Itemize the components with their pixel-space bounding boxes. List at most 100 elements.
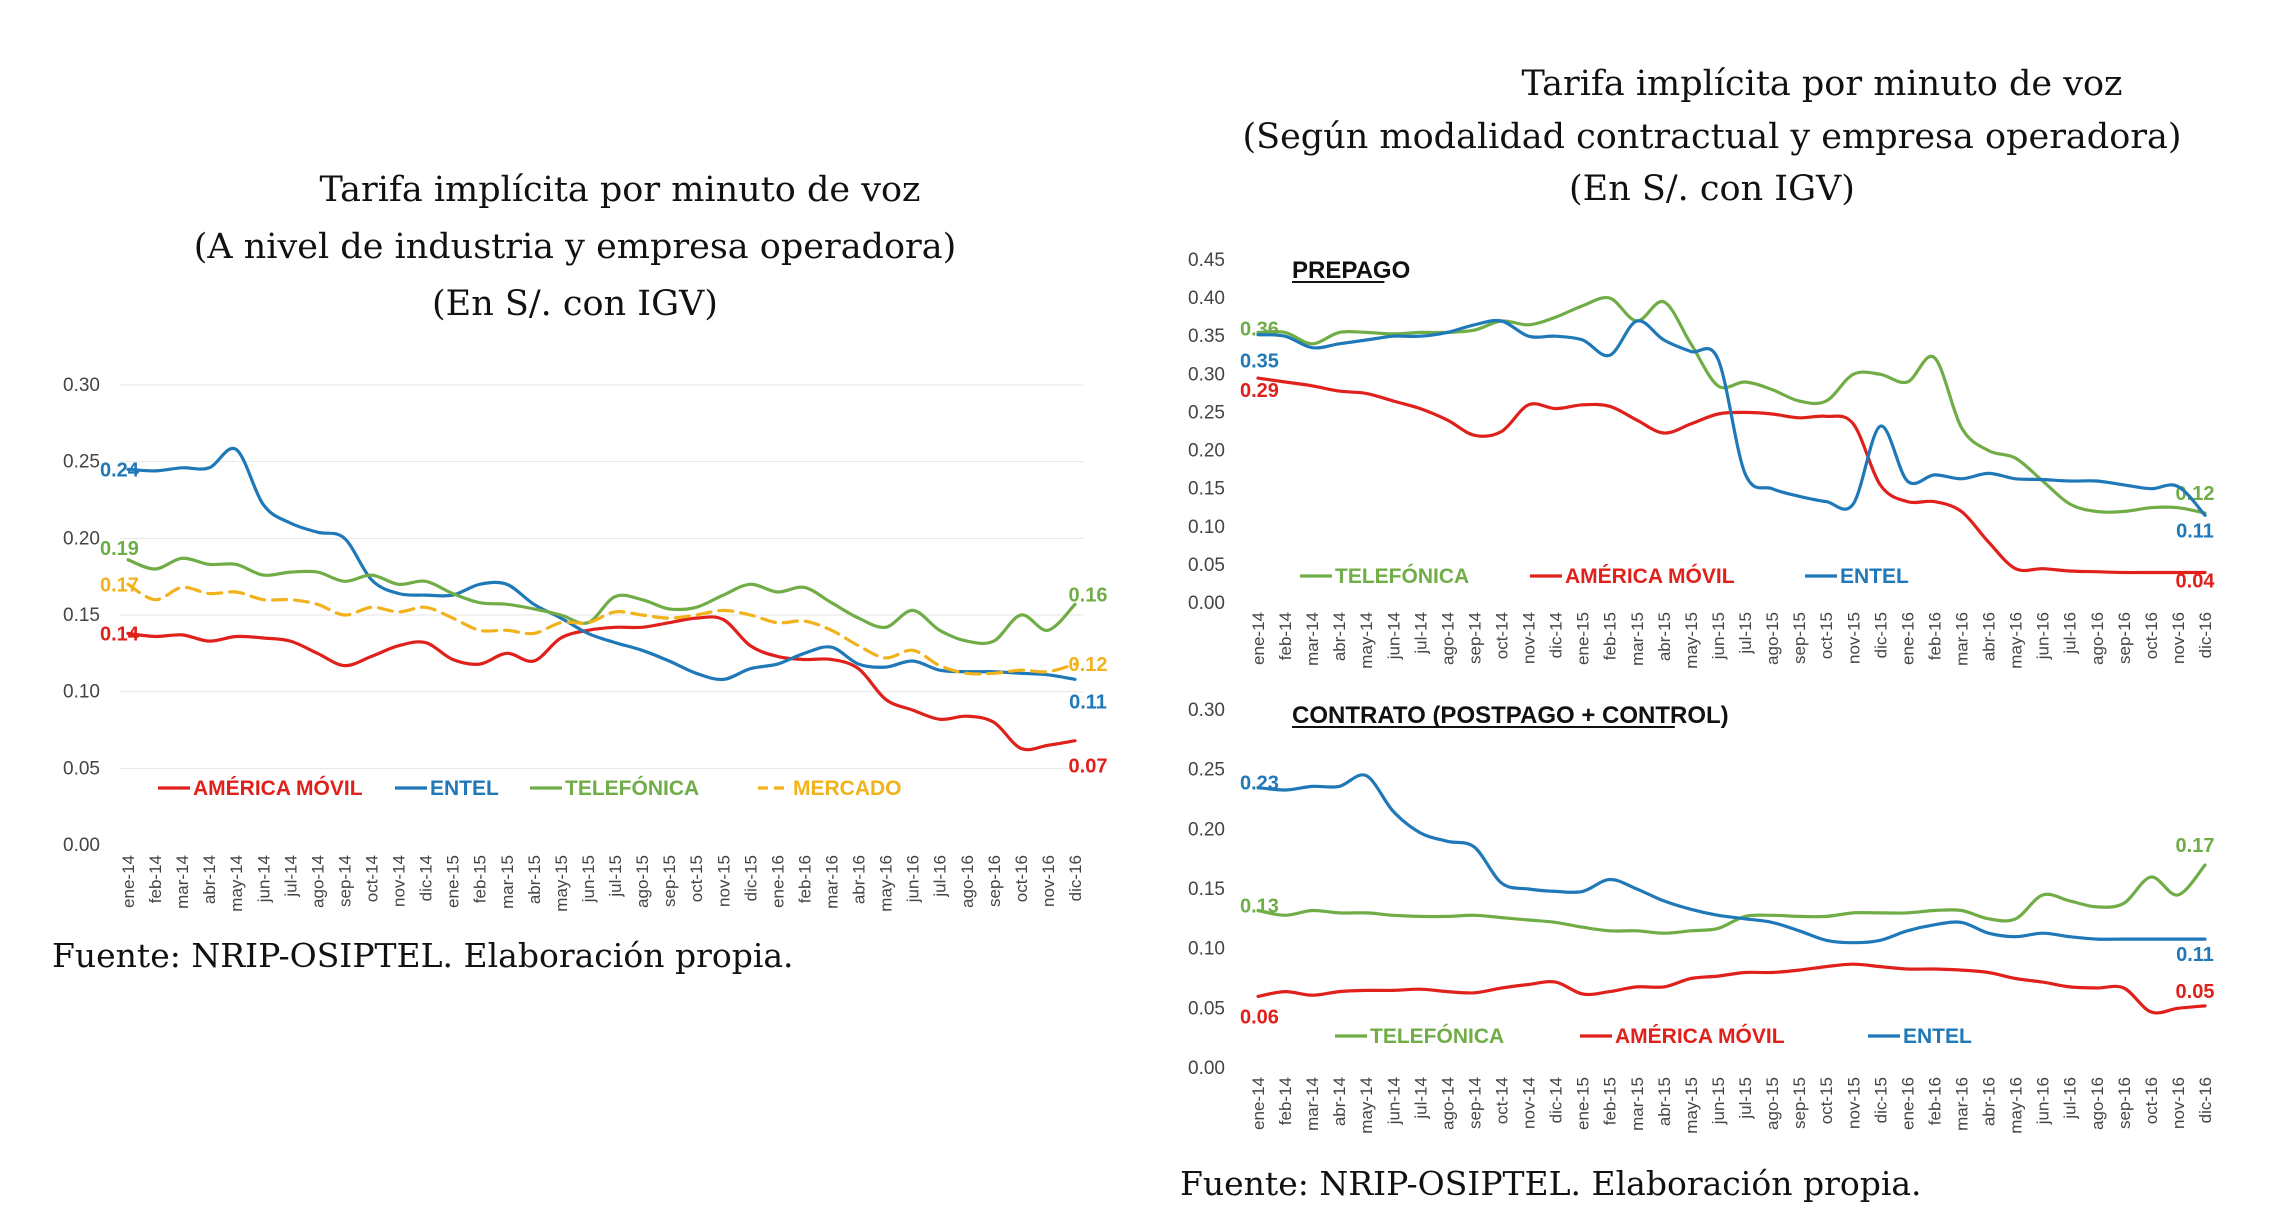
legend-label-telefonica: TELEFÓNICA xyxy=(1370,1024,1504,1048)
x-tick-label: sep-16 xyxy=(2115,612,2134,664)
x-tick-label: mar-15 xyxy=(1628,612,1647,666)
end-value-label-entel: 0.11 xyxy=(2176,520,2214,542)
x-tick-label: mar-14 xyxy=(1303,1077,1322,1131)
legend-label-mercado: MERCADO xyxy=(793,777,902,800)
x-tick-label: jun-16 xyxy=(2034,1077,2053,1125)
legend-item-telefonica: TELEFÓNICA xyxy=(1335,1024,1504,1048)
start-value-label-entel: 0.24 xyxy=(100,459,140,481)
series-line-entel xyxy=(1256,318,2207,517)
legend-item-america_movil: AMÉRICA MÓVIL xyxy=(1580,1024,1785,1048)
legend-label-america_movil: AMÉRICA MÓVIL xyxy=(1565,564,1735,588)
start-value-label-america_movil: 0.29 xyxy=(1240,380,1279,402)
x-tick-label: jun-15 xyxy=(1709,612,1728,660)
y-tick-label: 0.35 xyxy=(1188,326,1225,347)
y-tick-label: 0.05 xyxy=(63,758,100,779)
x-tick-label: sep-14 xyxy=(1465,612,1484,664)
start-value-label-telefonica: 0.36 xyxy=(1240,318,1279,340)
x-tick-label: jun-16 xyxy=(2034,612,2053,660)
x-tick-label: mar-14 xyxy=(1303,612,1322,666)
x-tick-label: oct-14 xyxy=(363,855,382,902)
x-tick-label: may-14 xyxy=(227,855,246,912)
x-tick-label: mar-15 xyxy=(498,855,517,909)
end-value-label-america_movil: 0.04 xyxy=(2176,571,2216,593)
x-tick-label: ene-16 xyxy=(768,855,787,908)
x-tick-label: ago-15 xyxy=(633,855,652,908)
x-tick-label: sep-16 xyxy=(985,855,1004,907)
y-tick-label: 0.10 xyxy=(63,682,100,703)
y-tick-label: 0.20 xyxy=(63,528,100,549)
y-tick-label: 0.10 xyxy=(1188,517,1225,538)
x-tick-label: abr-15 xyxy=(1655,612,1674,661)
x-tick-label: ago-16 xyxy=(2088,1077,2107,1130)
x-tick-label: dic-15 xyxy=(741,855,760,901)
x-tick-label: dic-16 xyxy=(1066,855,1085,901)
x-tick-label: dic-14 xyxy=(417,855,436,901)
x-tick-label: nov-14 xyxy=(390,855,409,907)
end-value-label-telefonica: 0.12 xyxy=(2176,483,2215,505)
x-tick-label: ago-14 xyxy=(1438,612,1457,665)
y-tick-label: 0.20 xyxy=(1188,819,1225,840)
legend-item-entel: ENTEL xyxy=(1805,565,1909,588)
x-tick-label: mar-14 xyxy=(173,855,192,909)
right-title-line-1: Tarifa implícita por minuto de voz xyxy=(1522,64,2123,104)
x-tick-label: jul-15 xyxy=(606,855,625,898)
x-tick-label: jul-15 xyxy=(1736,1077,1755,1120)
right-title: Tarifa implícita por minuto de voz (Segú… xyxy=(1242,64,2181,209)
legend-label-telefonica: TELEFÓNICA xyxy=(1335,564,1469,588)
x-tick-label: feb-15 xyxy=(1601,612,1620,660)
industry-chart: 0.00 0.05 0.10 0.15 0.20 0.25 0.30 ene-14 feb-14… xyxy=(63,375,1107,912)
series-line-entel xyxy=(126,446,1077,682)
x-tick-label: oct-14 xyxy=(1493,612,1512,659)
left-title: Tarifa implícita por minuto de voz (A ni… xyxy=(194,170,957,324)
start-value-label-entel: 0.23 xyxy=(1240,773,1279,795)
left-source-note: Fuente: NRIP-OSIPTEL. Elaboración propia… xyxy=(52,936,794,975)
x-tick-label: jul-14 xyxy=(281,855,300,898)
legend-item-entel: ENTEL xyxy=(1868,1025,1972,1048)
start-value-label-telefonica: 0.19 xyxy=(100,538,139,560)
series-line-entel xyxy=(1256,773,2207,945)
left-title-line-1: Tarifa implícita por minuto de voz xyxy=(320,170,921,210)
left-title-line-2: (A nivel de industria y empresa operador… xyxy=(194,227,957,267)
x-tick-label: jun-14 xyxy=(1384,1077,1403,1125)
x-tick-label: jul-15 xyxy=(1736,612,1755,655)
y-tick-label: 0.05 xyxy=(1188,555,1225,576)
x-tick-label: feb-16 xyxy=(1925,612,1944,660)
x-tick-label: may-15 xyxy=(552,855,571,912)
x-tick-label: ene-14 xyxy=(119,855,138,908)
x-tick-label: may-14 xyxy=(1357,1077,1376,1134)
x-tick-label: feb-14 xyxy=(146,855,165,903)
x-tick-label: ago-14 xyxy=(308,855,327,908)
series-line-america_movil xyxy=(126,615,1077,752)
y-tick-label: 0.20 xyxy=(1188,441,1225,462)
x-tick-label: abr-16 xyxy=(1980,612,1999,661)
y-tick-label: 0.45 xyxy=(1188,250,1225,271)
series-line-america_movil xyxy=(1256,376,2207,575)
series-line-telefonica xyxy=(1256,863,2207,935)
x-tick-label: jun-15 xyxy=(1709,1077,1728,1125)
start-value-label-america_movil: 0.14 xyxy=(100,623,140,645)
x-tick-label: oct-16 xyxy=(2142,1077,2161,1124)
legend-item-mercado: MERCADO xyxy=(758,777,902,800)
legend-label-entel: ENTEL xyxy=(1903,1025,1972,1048)
end-value-label-entel: 0.11 xyxy=(2176,944,2214,966)
x-tick-label: jun-16 xyxy=(904,855,923,903)
series-line-mercado xyxy=(126,582,1077,676)
x-tick-label: abr-14 xyxy=(200,855,219,904)
x-tick-label: ene-15 xyxy=(1574,612,1593,665)
x-tick-label: dic-15 xyxy=(1871,1077,1890,1123)
x-tick-label: may-16 xyxy=(2007,612,2026,669)
x-tick-label: oct-16 xyxy=(1012,855,1031,902)
end-value-label-telefonica: 0.16 xyxy=(1069,584,1108,606)
x-tick-label: sep-14 xyxy=(1465,1077,1484,1129)
right-title-line-3: (En S/. con IGV) xyxy=(1569,169,1855,209)
y-tick-label: 0.40 xyxy=(1188,288,1225,309)
x-tick-label: feb-15 xyxy=(1601,1077,1620,1125)
x-tick-label: feb-16 xyxy=(1925,1077,1944,1125)
left-title-line-3: (En S/. con IGV) xyxy=(432,284,718,324)
legend-item-entel: ENTEL xyxy=(395,777,499,800)
x-tick-label: oct-14 xyxy=(1493,1077,1512,1124)
legend-label-entel: ENTEL xyxy=(430,777,499,800)
legend-label-entel: ENTEL xyxy=(1840,565,1909,588)
x-tick-label: dic-16 xyxy=(2196,1077,2215,1123)
x-tick-label: ene-14 xyxy=(1249,1077,1268,1130)
